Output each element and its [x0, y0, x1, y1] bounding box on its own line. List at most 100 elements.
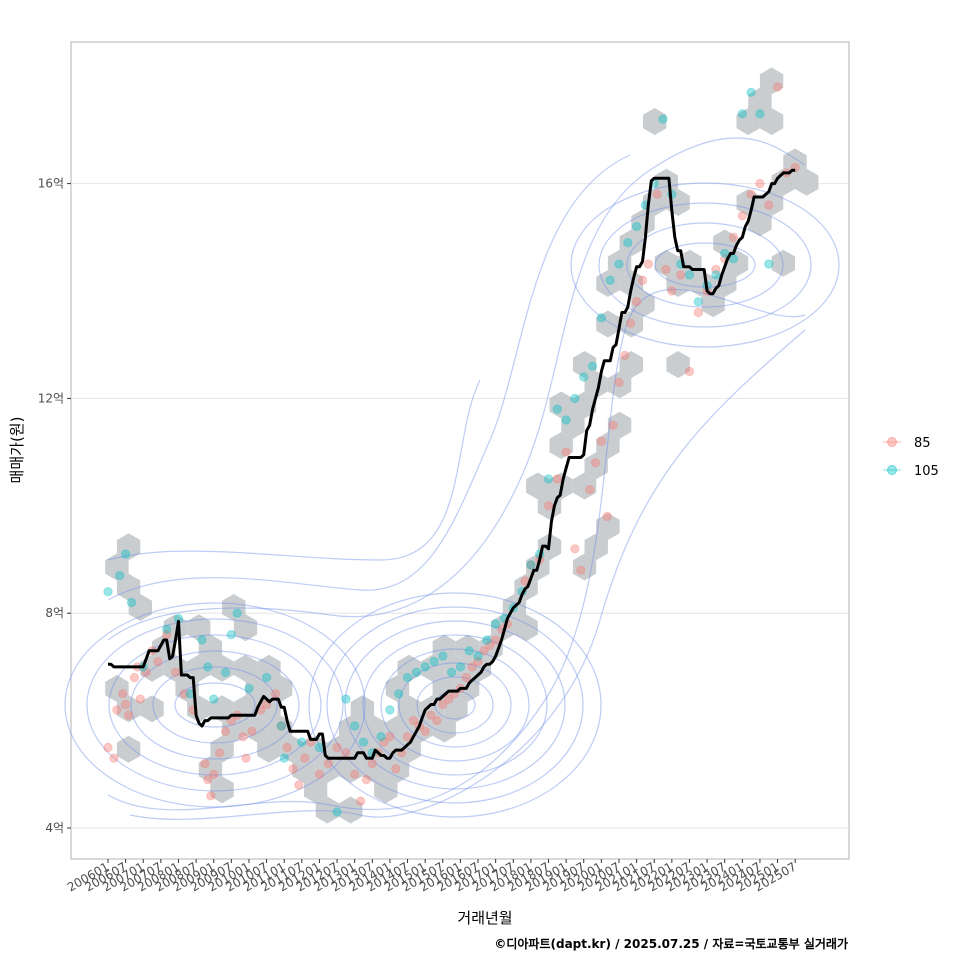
point-105 [587, 361, 598, 371]
hex-bin [397, 654, 421, 682]
point-105 [220, 667, 231, 677]
point-85 [772, 82, 783, 92]
point-85 [526, 560, 536, 570]
point-105 [197, 635, 207, 645]
hex-bin [362, 756, 386, 783]
point-85 [135, 694, 146, 704]
contour [107, 137, 806, 641]
point-105 [385, 705, 395, 715]
hex-bin [350, 695, 375, 723]
point-85 [385, 732, 395, 742]
hex-bin [210, 776, 234, 804]
trend-line [108, 168, 796, 760]
hex-bin [257, 735, 281, 763]
hex-bin [795, 168, 819, 196]
hex-bin [724, 249, 749, 277]
point-85 [350, 769, 360, 779]
point-85 [693, 307, 703, 318]
hex-bin [467, 654, 491, 682]
point-85 [661, 264, 671, 275]
hex-bin [187, 654, 211, 682]
point-85 [667, 286, 677, 296]
point-85 [123, 710, 134, 720]
hex-bin [233, 614, 258, 642]
hex-bin [432, 634, 456, 662]
point-105 [631, 221, 642, 232]
point-105 [543, 474, 554, 484]
hex-bin [631, 290, 655, 318]
point-105 [126, 597, 137, 608]
contour [308, 592, 602, 818]
point-85 [103, 742, 113, 753]
point-105 [402, 672, 413, 683]
point-85 [341, 748, 351, 758]
contour [152, 666, 278, 744]
point-85 [728, 232, 739, 243]
point-105 [276, 721, 286, 731]
hex-bin [327, 735, 351, 763]
hex-bin [222, 715, 246, 743]
contour [380, 648, 530, 762]
hex-bin [572, 391, 597, 419]
point-85 [614, 377, 624, 387]
point-105 [279, 753, 289, 763]
hex-bin [759, 67, 784, 95]
hex-bin [584, 371, 608, 399]
point-85 [270, 689, 281, 699]
point-85 [323, 758, 333, 769]
y-tick-label: 12억 [38, 391, 64, 405]
hex-bin [116, 735, 141, 763]
point-85 [247, 726, 257, 736]
point-105 [614, 259, 624, 269]
point-105 [297, 737, 307, 747]
point-85 [206, 791, 216, 801]
contour [108, 634, 322, 776]
point-85 [576, 565, 586, 575]
hex-bin [607, 371, 632, 399]
point-105 [209, 694, 219, 704]
contour [570, 182, 840, 348]
point-85 [153, 656, 163, 667]
point-85 [355, 796, 366, 806]
point-85 [214, 748, 225, 758]
hex-bin [444, 695, 468, 723]
point-85 [179, 689, 190, 699]
contour [107, 288, 806, 811]
hex-bin [304, 735, 328, 763]
hex-bin [187, 614, 211, 642]
hex-bin [385, 756, 410, 783]
point-85 [637, 275, 648, 285]
hex-bin [245, 715, 269, 743]
hex-bin [432, 715, 456, 743]
hex-bin [654, 249, 679, 277]
hex-bin [198, 756, 223, 783]
point-85 [596, 436, 607, 447]
point-85 [294, 780, 304, 790]
contour [626, 222, 784, 308]
point-105 [605, 275, 615, 285]
point-85 [543, 501, 554, 511]
hex-bin [116, 573, 141, 601]
hex-bin [140, 695, 164, 723]
point-105 [737, 109, 747, 119]
hex-bin [420, 695, 445, 723]
point-85 [120, 699, 131, 710]
point-105 [446, 667, 457, 677]
point-85 [684, 366, 695, 377]
hex-bin [222, 594, 246, 621]
hex-bin [432, 675, 456, 702]
point-85 [238, 732, 248, 742]
contour [129, 329, 806, 820]
point-85 [737, 211, 747, 221]
hex-bin [280, 735, 304, 763]
point-85 [112, 705, 122, 715]
hex-bin [420, 654, 445, 682]
point-85 [626, 318, 636, 328]
point-85 [490, 635, 501, 645]
point-85 [485, 640, 495, 651]
y-axis-title: 매매가(원) [8, 417, 26, 484]
gridlines [71, 183, 849, 829]
point-85 [620, 350, 630, 361]
contour [64, 602, 366, 808]
